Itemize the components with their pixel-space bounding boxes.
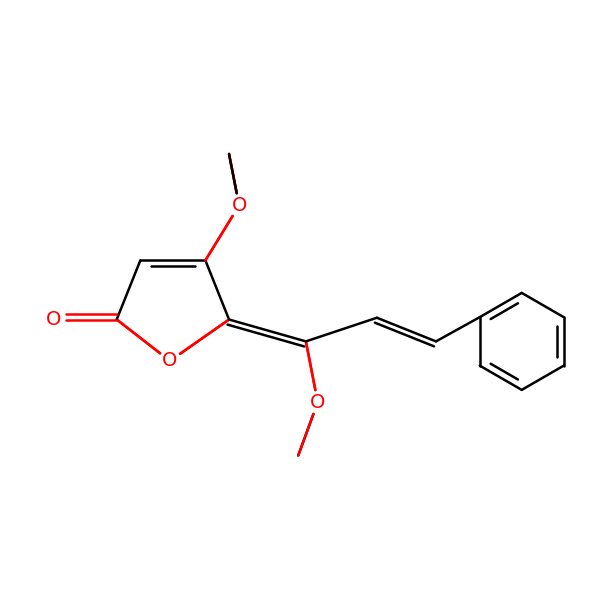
Text: O: O xyxy=(162,352,178,370)
Text: O: O xyxy=(232,196,247,215)
Text: O: O xyxy=(46,310,61,329)
Text: O: O xyxy=(310,393,325,412)
